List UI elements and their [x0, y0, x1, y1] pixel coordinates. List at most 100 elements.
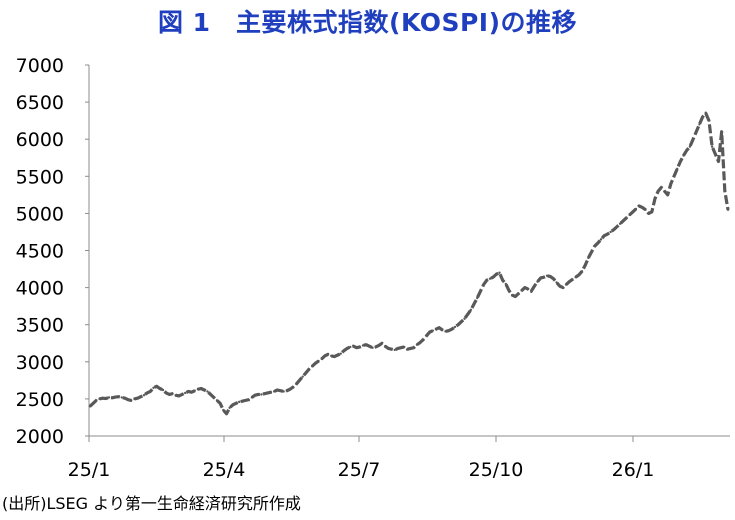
data-point [583, 264, 587, 267]
data-point [111, 396, 114, 399]
data-point [663, 189, 666, 193]
data-point [714, 152, 717, 156]
data-point [339, 352, 342, 355]
data-point [533, 284, 536, 288]
data-point [149, 390, 152, 393]
data-point [237, 400, 241, 404]
data-point [695, 130, 698, 133]
data-point [434, 327, 438, 331]
data-point [368, 345, 371, 348]
data-point [349, 345, 352, 349]
data-point [679, 160, 682, 163]
data-point [377, 344, 381, 347]
data-point [282, 390, 285, 393]
data-point [691, 138, 695, 141]
x-axis-tick-labels: 25/1 25/4 25/7 25/10 26/1 [68, 459, 655, 481]
data-point [158, 387, 162, 390]
data-point [587, 256, 590, 260]
data-point [403, 345, 406, 349]
data-point [676, 167, 679, 171]
data-point [682, 154, 685, 157]
data-point [422, 338, 425, 341]
data-point [447, 329, 450, 332]
data-point [171, 392, 174, 395]
data-point [495, 273, 498, 276]
data-point [409, 347, 412, 350]
data-point [276, 388, 279, 392]
data-point [510, 293, 514, 297]
data-point [266, 391, 269, 395]
data-point [101, 396, 104, 400]
data-point [568, 280, 571, 283]
y-tick-label: 7000 [16, 55, 64, 77]
data-point [260, 393, 263, 396]
y-tick-label: 2500 [16, 389, 64, 411]
data-point [358, 345, 361, 349]
data-point [530, 290, 533, 293]
data-point [571, 278, 574, 281]
data-point [580, 270, 584, 273]
data-point [637, 204, 641, 208]
data-point [472, 302, 476, 306]
data-point [164, 391, 168, 395]
data-point [250, 396, 254, 399]
data-point [701, 115, 704, 119]
y-tick-label: 2000 [16, 426, 64, 448]
data-point [231, 403, 235, 407]
data-point [222, 408, 225, 412]
data-point [441, 328, 444, 332]
data-point [647, 212, 650, 215]
data-point [488, 277, 492, 280]
data-point [590, 250, 593, 254]
kospi-series-line [88, 111, 730, 416]
data-point [295, 382, 298, 386]
data-point [457, 323, 460, 326]
data-point [710, 145, 714, 148]
data-point [545, 274, 549, 277]
data-point [155, 385, 158, 388]
data-point [193, 389, 196, 392]
data-point [317, 359, 320, 363]
data-point [672, 175, 676, 178]
data-point [514, 295, 517, 298]
data-point [117, 395, 120, 398]
data-point [352, 345, 355, 348]
data-point [428, 330, 431, 334]
data-point [326, 353, 330, 356]
y-tick-label: 4000 [16, 278, 64, 300]
data-point [336, 353, 339, 357]
data-point [126, 398, 130, 401]
data-point [609, 230, 612, 234]
data-point [704, 112, 707, 115]
data-point [139, 395, 142, 398]
data-point [387, 347, 390, 350]
data-point [383, 345, 387, 348]
data-point [612, 228, 615, 231]
data-point [650, 210, 654, 214]
data-point [606, 232, 609, 236]
data-point [177, 394, 181, 398]
data-point [288, 388, 292, 391]
data-point [123, 396, 127, 400]
data-point [507, 289, 511, 292]
data-point [209, 393, 212, 396]
data-point [304, 371, 308, 375]
chart-axes [85, 64, 730, 442]
data-point [257, 393, 260, 396]
data-point [561, 286, 565, 289]
data-point [555, 281, 558, 284]
data-point [656, 189, 660, 193]
data-point [364, 343, 368, 346]
data-point [564, 283, 568, 286]
data-point [653, 197, 657, 200]
chart-title: 図 1 主要株式指数(KOSPI)の推移 [157, 8, 578, 37]
data-point [431, 329, 435, 332]
data-point [615, 225, 619, 228]
data-point [707, 119, 711, 122]
data-point [444, 330, 447, 333]
data-point [634, 207, 638, 211]
data-point [174, 393, 177, 397]
data-point [482, 283, 485, 286]
x-tick-label: 25/10 [469, 459, 524, 481]
y-tick-label: 5500 [16, 166, 64, 188]
